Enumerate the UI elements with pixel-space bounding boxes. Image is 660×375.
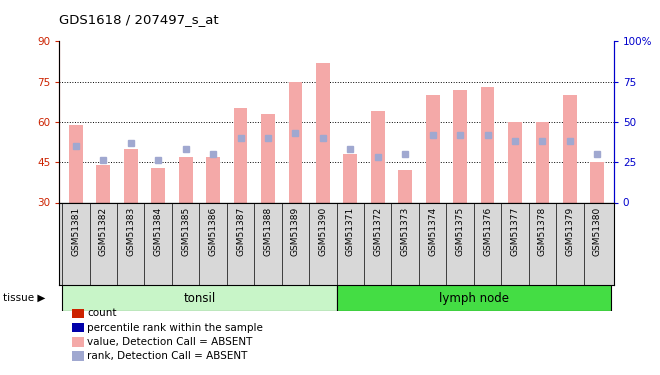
Bar — [426, 95, 440, 202]
Bar — [69, 124, 82, 202]
Text: GSM51384: GSM51384 — [154, 207, 163, 256]
Bar — [124, 149, 138, 202]
Text: GSM51385: GSM51385 — [181, 207, 190, 256]
Text: GSM51379: GSM51379 — [566, 207, 574, 256]
Text: lymph node: lymph node — [439, 292, 509, 304]
Text: GSM51377: GSM51377 — [510, 207, 519, 256]
Text: GSM51376: GSM51376 — [483, 207, 492, 256]
Bar — [371, 111, 385, 202]
Bar — [288, 82, 302, 203]
Text: GSM51383: GSM51383 — [126, 207, 135, 256]
Text: tissue ▶: tissue ▶ — [3, 293, 46, 303]
Text: GSM51388: GSM51388 — [263, 207, 273, 256]
Text: tonsil: tonsil — [183, 292, 216, 304]
Text: GSM51375: GSM51375 — [455, 207, 465, 256]
Bar — [508, 122, 522, 202]
Bar — [206, 157, 220, 203]
Text: GSM51390: GSM51390 — [318, 207, 327, 256]
Text: GSM51371: GSM51371 — [346, 207, 355, 256]
Text: GSM51382: GSM51382 — [99, 207, 108, 256]
Bar — [96, 165, 110, 202]
Bar — [261, 114, 275, 202]
Bar — [563, 95, 577, 202]
Bar — [453, 90, 467, 202]
Bar — [62, 285, 337, 311]
Text: GSM51381: GSM51381 — [71, 207, 81, 256]
Bar — [343, 154, 357, 203]
Bar — [179, 157, 193, 203]
Text: GSM51380: GSM51380 — [593, 207, 602, 256]
Text: count: count — [87, 309, 117, 318]
Text: GSM51387: GSM51387 — [236, 207, 245, 256]
Bar — [480, 87, 494, 202]
Bar — [337, 285, 611, 311]
Bar — [591, 162, 604, 202]
Text: GSM51386: GSM51386 — [209, 207, 218, 256]
Text: GDS1618 / 207497_s_at: GDS1618 / 207497_s_at — [59, 13, 219, 26]
Text: rank, Detection Call = ABSENT: rank, Detection Call = ABSENT — [87, 351, 248, 361]
Bar — [151, 168, 165, 202]
Text: GSM51378: GSM51378 — [538, 207, 547, 256]
Text: GSM51389: GSM51389 — [291, 207, 300, 256]
Bar — [316, 63, 330, 202]
Text: value, Detection Call = ABSENT: value, Detection Call = ABSENT — [87, 337, 253, 347]
Text: GSM51374: GSM51374 — [428, 207, 437, 256]
Bar — [535, 122, 549, 202]
Text: GSM51373: GSM51373 — [401, 207, 410, 256]
Bar — [399, 170, 412, 202]
Text: percentile rank within the sample: percentile rank within the sample — [87, 323, 263, 333]
Bar — [234, 108, 248, 202]
Text: GSM51372: GSM51372 — [374, 207, 382, 256]
